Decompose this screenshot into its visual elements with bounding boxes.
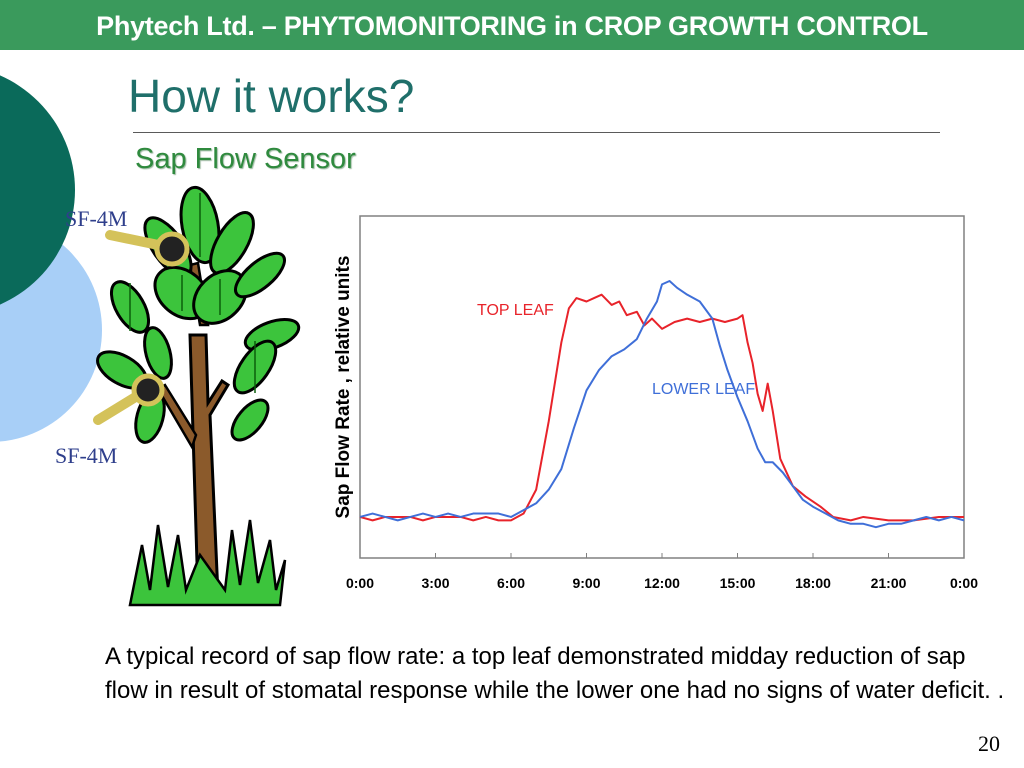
x-tick-label: 21:00	[871, 575, 907, 591]
x-tick-label: 3:00	[421, 575, 449, 591]
upper-sensor-label: SF-4M	[65, 206, 128, 231]
chart-caption: A typical record of sap flow rate: a top…	[105, 643, 1005, 704]
sensor-upper	[154, 231, 190, 267]
x-tick-label: 6:00	[497, 575, 525, 591]
x-tick-label: 0:00	[346, 575, 374, 591]
lower-sensor-label: SF-4M	[55, 443, 118, 468]
slide-title: How it works?	[128, 70, 415, 122]
series-line-lower-leaf	[359, 279, 965, 529]
x-tick-label: 0:00	[950, 575, 978, 591]
header-gap	[0, 50, 1024, 54]
x-tick-label: 18:00	[795, 575, 831, 591]
sensor-lower	[131, 373, 165, 407]
x-tick-label: 15:00	[720, 575, 756, 591]
slide-subtitle: Sap Flow Sensor	[135, 143, 356, 175]
tree-trunk	[188, 333, 231, 597]
y-axis-label: Sap Flow Rate , relative units	[333, 256, 354, 519]
header-bar: Phytech Ltd. – PHYTOMONITORING in CROP G…	[0, 0, 1024, 50]
header-title: Phytech Ltd. – PHYTOMONITORING in CROP G…	[96, 11, 928, 41]
series-label-top-leaf: TOP LEAF	[477, 302, 554, 319]
tree-illustration	[93, 185, 301, 607]
series-label-lower-leaf: LOWER LEAF	[652, 381, 755, 398]
grass	[128, 519, 287, 607]
sap-flow-chart: Sap Flow Rate , relative units 0:00 3:00 6…	[333, 215, 978, 591]
dark-teal-arc	[0, 75, 75, 305]
x-tick-label: 9:00	[572, 575, 600, 591]
leaf-veins	[129, 193, 256, 393]
series-line-top-leaf	[359, 293, 964, 522]
plot-area	[359, 215, 965, 559]
x-tick-label: 12:00	[644, 575, 680, 591]
page-number: 20	[978, 731, 1000, 756]
title-divider	[133, 132, 940, 133]
